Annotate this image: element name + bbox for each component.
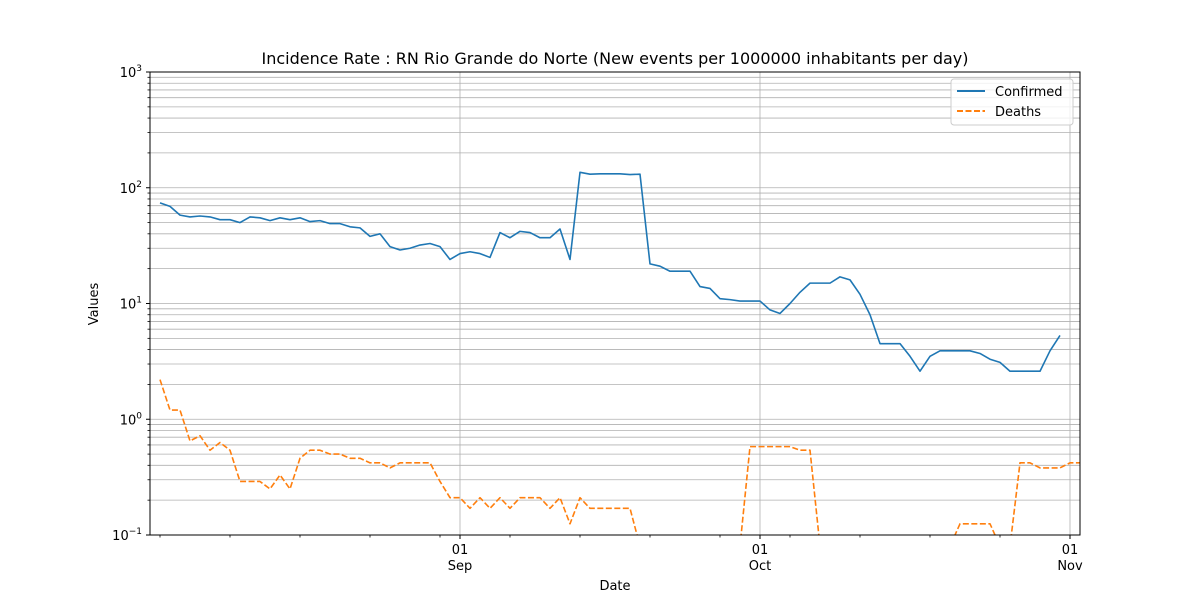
y-axis-label: Values	[87, 283, 102, 326]
chart-title: Incidence Rate : RN Rio Grande do Norte …	[261, 49, 968, 68]
y-tick-label: 102	[120, 180, 142, 197]
x-axis-label: Date	[599, 579, 630, 594]
y-tick-label: 10−1	[112, 527, 142, 544]
y-tick-label: 103	[120, 64, 142, 81]
x-tick-label-day: 01	[1062, 543, 1079, 558]
x-tick-label-month: Oct	[749, 559, 771, 574]
x-tick-label-month: Sep	[448, 559, 473, 574]
series-layer	[159, 171, 1080, 535]
grid-layer	[150, 71, 1080, 536]
series-line-confirmed	[159, 171, 1061, 373]
x-tick-label-day: 01	[452, 543, 469, 558]
series-line-deaths	[159, 379, 1080, 535]
y-tick-label: 101	[120, 296, 142, 313]
legend: Confirmed Deaths	[950, 78, 1074, 126]
legend-label-confirmed: Confirmed	[995, 85, 1063, 100]
x-tick-label-day: 01	[752, 543, 769, 558]
legend-label-deaths: Deaths	[995, 105, 1041, 120]
y-tick-label: 100	[120, 411, 143, 428]
x-tick-label-month: Nov	[1057, 559, 1083, 574]
